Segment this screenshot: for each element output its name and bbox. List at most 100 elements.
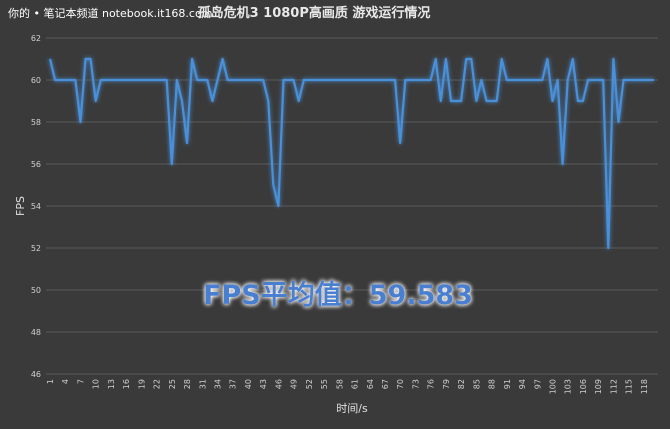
data-point bbox=[197, 79, 198, 80]
data-point bbox=[186, 142, 187, 143]
data-point bbox=[318, 79, 319, 80]
data-point bbox=[359, 79, 360, 80]
data-point bbox=[131, 79, 132, 80]
x-tick-label: 19 bbox=[137, 379, 146, 389]
data-point bbox=[288, 79, 289, 80]
watermark: 你的 • 笔记本频道 notebook.it168.com bbox=[8, 6, 212, 20]
data-point bbox=[293, 79, 294, 80]
data-point bbox=[227, 79, 228, 80]
x-tick-label: 70 bbox=[396, 379, 405, 389]
x-tick-label: 109 bbox=[594, 379, 603, 394]
data-point bbox=[481, 79, 482, 80]
data-point bbox=[95, 100, 96, 101]
y-tick-label: 62 bbox=[31, 34, 41, 43]
x-tick-label: 25 bbox=[168, 379, 177, 389]
data-point bbox=[232, 79, 233, 80]
data-point bbox=[506, 79, 507, 80]
x-tick-label: 73 bbox=[411, 379, 420, 389]
x-tick-label: 85 bbox=[472, 379, 481, 389]
data-point bbox=[90, 58, 91, 59]
data-point bbox=[476, 100, 477, 101]
data-point bbox=[334, 79, 335, 80]
data-point bbox=[461, 100, 462, 101]
data-point bbox=[521, 79, 522, 80]
data-point bbox=[389, 79, 390, 80]
data-point bbox=[339, 79, 340, 80]
data-point bbox=[547, 58, 548, 59]
data-point bbox=[80, 121, 81, 122]
data-point bbox=[511, 79, 512, 80]
x-tick-label: 16 bbox=[122, 379, 131, 389]
data-point bbox=[49, 58, 50, 59]
x-tick-label: 58 bbox=[335, 379, 344, 389]
data-point bbox=[242, 79, 243, 80]
data-point bbox=[577, 100, 578, 101]
data-point bbox=[247, 79, 248, 80]
x-tick-label: 91 bbox=[503, 379, 512, 389]
data-point bbox=[313, 79, 314, 80]
data-point bbox=[303, 79, 304, 80]
x-tick-label: 46 bbox=[274, 379, 283, 389]
data-point bbox=[217, 79, 218, 80]
x-tick-label: 10 bbox=[92, 379, 101, 389]
data-point bbox=[486, 100, 487, 101]
data-point bbox=[572, 58, 573, 59]
data-point bbox=[415, 79, 416, 80]
x-tick-label: 31 bbox=[198, 379, 207, 389]
data-point bbox=[141, 79, 142, 80]
data-point bbox=[400, 142, 401, 143]
data-point bbox=[181, 100, 182, 101]
chart-title: 孤岛危机3 1080P高画质 游戏运行情况 bbox=[198, 5, 431, 21]
data-point bbox=[136, 79, 137, 80]
data-point bbox=[608, 247, 609, 248]
data-point bbox=[430, 79, 431, 80]
data-point bbox=[516, 79, 517, 80]
data-point bbox=[425, 79, 426, 80]
x-axis-label: 时间/s bbox=[336, 402, 368, 415]
data-point bbox=[151, 79, 152, 80]
data-point bbox=[613, 58, 614, 59]
data-point bbox=[364, 79, 365, 80]
x-tick-label: 40 bbox=[244, 379, 253, 389]
data-point bbox=[384, 79, 385, 80]
y-tick-label: 46 bbox=[31, 370, 41, 379]
y-axis-label: FPS bbox=[14, 196, 27, 216]
y-tick-label: 48 bbox=[31, 328, 41, 337]
data-point bbox=[115, 79, 116, 80]
y-tick-label: 50 bbox=[31, 286, 41, 295]
data-point bbox=[445, 58, 446, 59]
data-point bbox=[532, 79, 533, 80]
average-annotation: FPS平均值：59.583 bbox=[203, 280, 473, 311]
x-tick-label: 67 bbox=[381, 379, 390, 389]
data-point bbox=[70, 79, 71, 80]
data-point bbox=[552, 100, 553, 101]
data-point bbox=[466, 58, 467, 59]
x-tick-label: 100 bbox=[548, 379, 557, 394]
data-point bbox=[410, 79, 411, 80]
data-point bbox=[491, 100, 492, 101]
data-point bbox=[496, 100, 497, 101]
x-tick-label: 7 bbox=[76, 379, 85, 384]
x-tick-label: 103 bbox=[564, 379, 573, 394]
data-point bbox=[85, 58, 86, 59]
y-tick-label: 60 bbox=[31, 76, 41, 85]
data-point bbox=[283, 79, 284, 80]
data-point bbox=[298, 100, 299, 101]
data-point bbox=[369, 79, 370, 80]
data-point bbox=[258, 79, 259, 80]
data-point bbox=[542, 79, 543, 80]
data-point bbox=[166, 79, 167, 80]
x-tick-label: 118 bbox=[640, 379, 649, 394]
y-tick-label: 58 bbox=[31, 118, 41, 127]
data-point bbox=[176, 79, 177, 80]
data-point bbox=[567, 79, 568, 80]
data-point bbox=[126, 79, 127, 80]
data-point bbox=[420, 79, 421, 80]
data-point bbox=[75, 79, 76, 80]
data-point bbox=[582, 100, 583, 101]
data-point bbox=[648, 79, 649, 80]
data-point bbox=[100, 79, 101, 80]
x-tick-label: 52 bbox=[305, 379, 314, 389]
x-tick-label: 94 bbox=[518, 379, 527, 389]
